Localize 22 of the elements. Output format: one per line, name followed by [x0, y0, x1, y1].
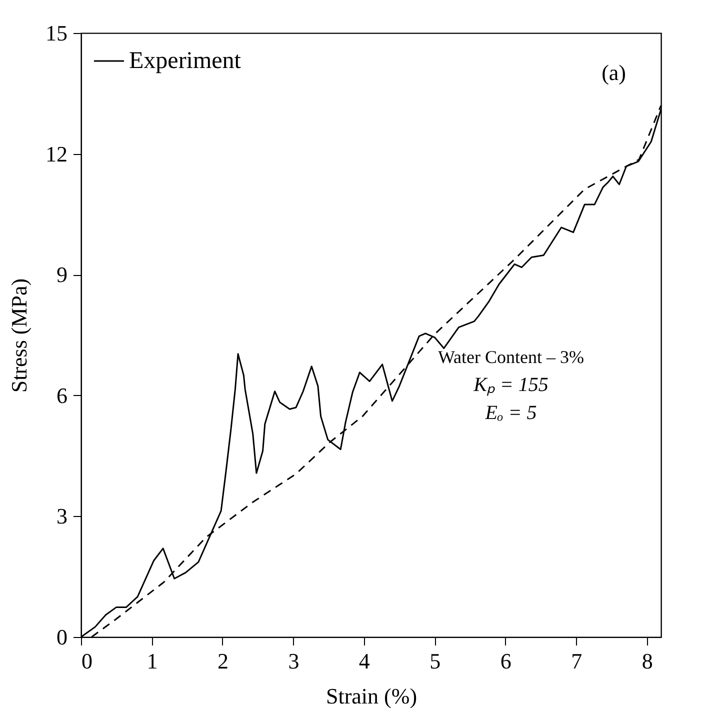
x-tick-label: 0: [82, 648, 92, 674]
x-tick-label: 1: [146, 648, 158, 674]
annotation: Kₚ = 155: [472, 374, 548, 396]
y-tick-label: 15: [46, 20, 68, 46]
x-tick-label: 6: [500, 648, 512, 674]
x-tick-label: 3: [288, 648, 300, 674]
y-tick-label: 6: [56, 382, 68, 408]
x-tick-label: 4: [358, 648, 370, 674]
x-tick-label: 5: [430, 648, 441, 674]
annotation: Eₒ = 5: [484, 402, 537, 424]
x-tick-label: 8: [642, 648, 653, 674]
x-tick-label: 2: [217, 648, 228, 674]
annotation: (a): [602, 60, 626, 85]
x-axis-title: Strain (%): [326, 684, 418, 708]
annotation: Water Content – 3%: [438, 347, 584, 367]
legend-label: Experiment: [129, 48, 242, 74]
x-tick-label: 7: [571, 648, 582, 674]
y-tick-label: 9: [56, 262, 68, 288]
y-axis-title: Stress (MPa): [6, 278, 32, 393]
y-tick-label: 12: [46, 141, 68, 166]
y-tick-label: 3: [56, 504, 68, 529]
y-tick-label: 0: [56, 624, 68, 650]
